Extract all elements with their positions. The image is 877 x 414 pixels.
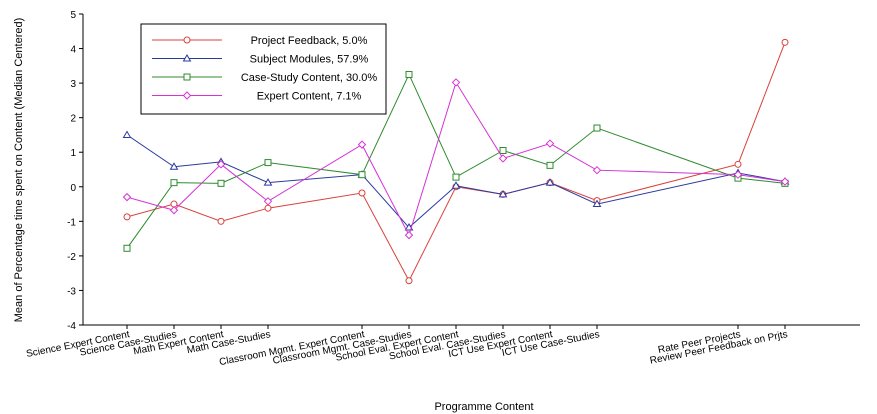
data-point (122, 192, 132, 202)
data-point (452, 173, 460, 181)
legend-entry: Case-Study Content, 30.0% (152, 72, 377, 84)
legend-marker (183, 36, 191, 44)
legend-entry: Expert Content, 7.1% (152, 91, 361, 103)
data-point (498, 154, 508, 163)
legend-box (140, 23, 387, 115)
legend-marker (182, 91, 192, 100)
data-point (170, 179, 178, 187)
data-point (592, 165, 602, 175)
y-axis-label: Mean of Percentage time spent on Content… (13, 18, 25, 323)
data-point (780, 177, 790, 186)
data-point (405, 70, 413, 78)
series-line (126, 134, 786, 229)
data-point (358, 189, 366, 197)
data-point (264, 159, 272, 167)
y-tick-label: -1 (67, 217, 76, 228)
data-point (405, 277, 413, 285)
legend-marker (182, 54, 192, 62)
data-point (169, 206, 179, 215)
y-tick-label: -4 (67, 321, 76, 332)
y-tick-label: 5 (70, 10, 76, 21)
y-tick-label: -3 (67, 286, 76, 297)
series-line (126, 73, 786, 249)
series-line (126, 42, 786, 282)
data-point (217, 179, 225, 187)
legend-marker (183, 73, 191, 81)
y-tick-label: 1 (70, 148, 76, 159)
data-point (263, 197, 273, 206)
data-point (217, 217, 225, 225)
data-point (499, 146, 507, 154)
data-point (264, 204, 272, 212)
data-point (734, 160, 742, 168)
data-point (358, 171, 366, 179)
data-point (592, 199, 602, 208)
data-point (781, 38, 789, 46)
data-point (733, 170, 743, 179)
chart-legend: Project Feedback, 5.0% Subject Modules, 5… (140, 23, 387, 115)
data-point (404, 230, 414, 240)
legend-entry: Project Feedback, 5.0% (152, 35, 368, 47)
y-tick-label: 2 (70, 114, 76, 125)
data-point (451, 181, 461, 189)
data-point (593, 124, 601, 132)
legend-label: Project Feedback, 5.0% (251, 35, 368, 47)
x-axis-label: Programme Content (434, 401, 533, 413)
legend-label: Expert Content, 7.1% (257, 91, 362, 103)
y-tick-label: 0 (70, 183, 76, 194)
data-point (357, 140, 367, 149)
data-point (216, 160, 226, 169)
data-point (123, 213, 131, 221)
y-tick-label: 4 (70, 45, 76, 56)
data-point (263, 178, 273, 186)
series-4 (122, 78, 790, 240)
data-point (498, 189, 508, 198)
legend-label: Case-Study Content, 30.0% (241, 72, 378, 84)
legend-entry: Subject Modules, 57.9% (152, 54, 369, 66)
data-point (545, 178, 555, 186)
data-point (169, 162, 179, 170)
legend-label: Subject Modules, 57.9% (250, 54, 369, 66)
y-tick-label: 3 (70, 79, 76, 90)
data-point (545, 139, 555, 148)
data-point (122, 130, 132, 138)
series-line (126, 81, 786, 237)
data-point (123, 244, 131, 252)
data-point (546, 161, 554, 169)
series-layer (122, 38, 790, 285)
data-point (451, 78, 461, 87)
y-tick-label: -2 (67, 252, 76, 263)
